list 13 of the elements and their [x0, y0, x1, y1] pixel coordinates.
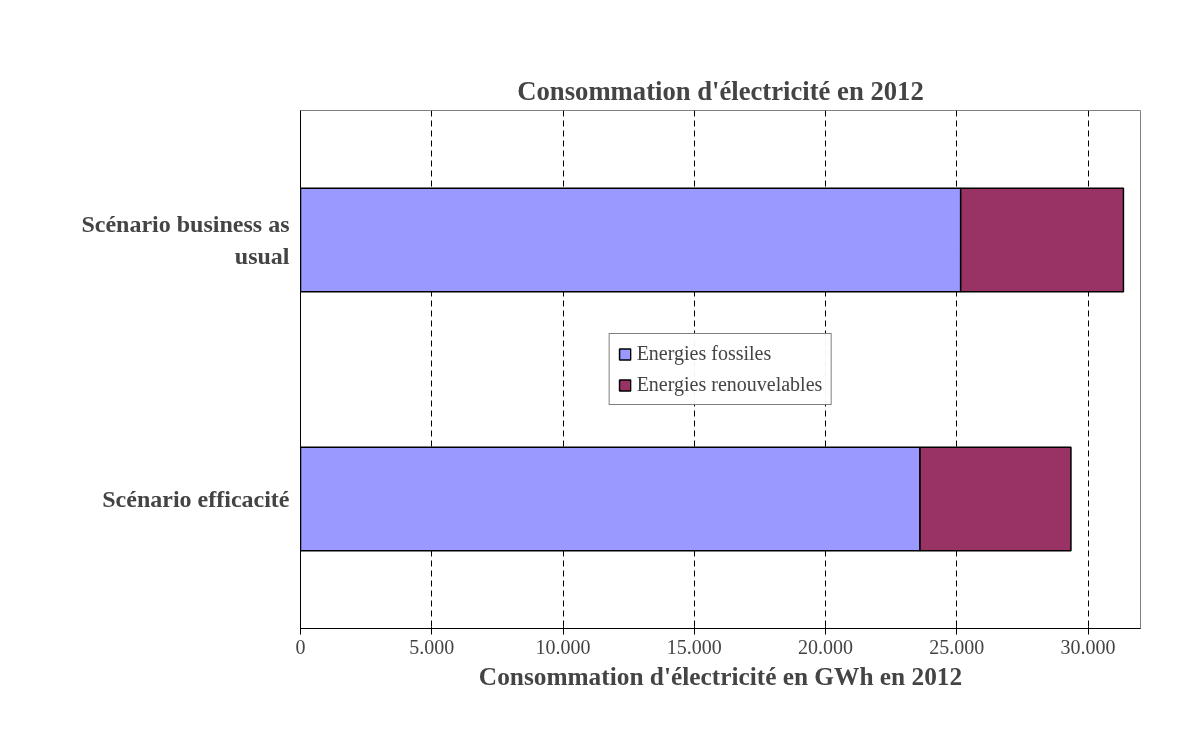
- y-tick-label: Scénario efficacité: [102, 486, 290, 512]
- legend-label: Energies renouvelables: [636, 373, 823, 396]
- x-tick-label: 0: [295, 635, 306, 658]
- y-tick-label: Scénario business as usual: [81, 211, 290, 269]
- x-axis-title: Consommation d'électricité en GWh en 2012: [478, 661, 963, 690]
- x-tick-label: 5.000: [409, 635, 455, 658]
- legend-label: Energies fossiles: [636, 342, 772, 365]
- x-tick-label: 15.000: [666, 635, 722, 658]
- x-tick-label: 20.000: [798, 635, 853, 658]
- x-tick-label: 25.000: [929, 635, 985, 658]
- x-tick-label: 10.000: [535, 635, 591, 658]
- chart-title: Consommation d'électricité en 2012: [517, 75, 924, 106]
- x-tick-label: 30.000: [1060, 635, 1116, 658]
